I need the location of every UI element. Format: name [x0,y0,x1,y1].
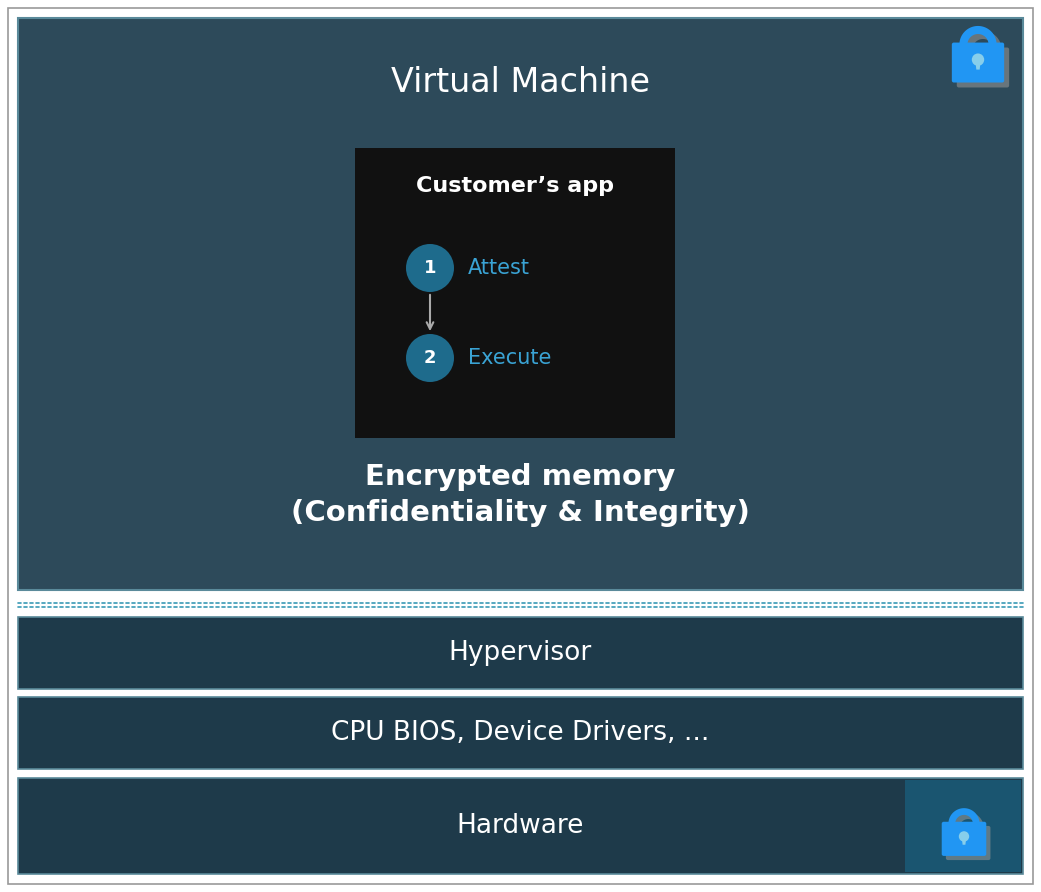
Polygon shape [948,808,980,823]
Bar [905,780,1021,872]
Text: 2: 2 [424,349,436,367]
FancyBboxPatch shape [946,826,990,860]
FancyBboxPatch shape [951,43,1005,83]
Text: Hardware: Hardware [456,813,584,839]
Circle shape [406,334,454,382]
Bar [355,148,675,438]
FancyBboxPatch shape [957,47,1009,87]
Text: CPU BIOS, Device Drivers, ...: CPU BIOS, Device Drivers, ... [331,720,709,746]
Circle shape [972,54,984,66]
Bar [18,18,1023,590]
Bar [18,697,1023,769]
Polygon shape [960,26,996,45]
Circle shape [959,831,969,842]
Bar [18,778,1023,874]
Polygon shape [975,60,981,70]
Text: Attest: Attest [468,258,530,278]
Bar [18,617,1023,689]
Text: 1: 1 [424,259,436,277]
Text: Virtual Machine: Virtual Machine [391,67,650,100]
Text: Execute: Execute [468,348,552,368]
Polygon shape [964,31,1001,50]
Text: Customer’s app: Customer’s app [416,176,614,196]
Polygon shape [962,837,966,845]
Text: Encrypted memory
(Confidentiality & Integrity): Encrypted memory (Confidentiality & Inte… [291,463,750,527]
Text: Hypervisor: Hypervisor [449,640,591,666]
Circle shape [406,244,454,292]
FancyBboxPatch shape [942,822,986,856]
Polygon shape [953,813,984,828]
